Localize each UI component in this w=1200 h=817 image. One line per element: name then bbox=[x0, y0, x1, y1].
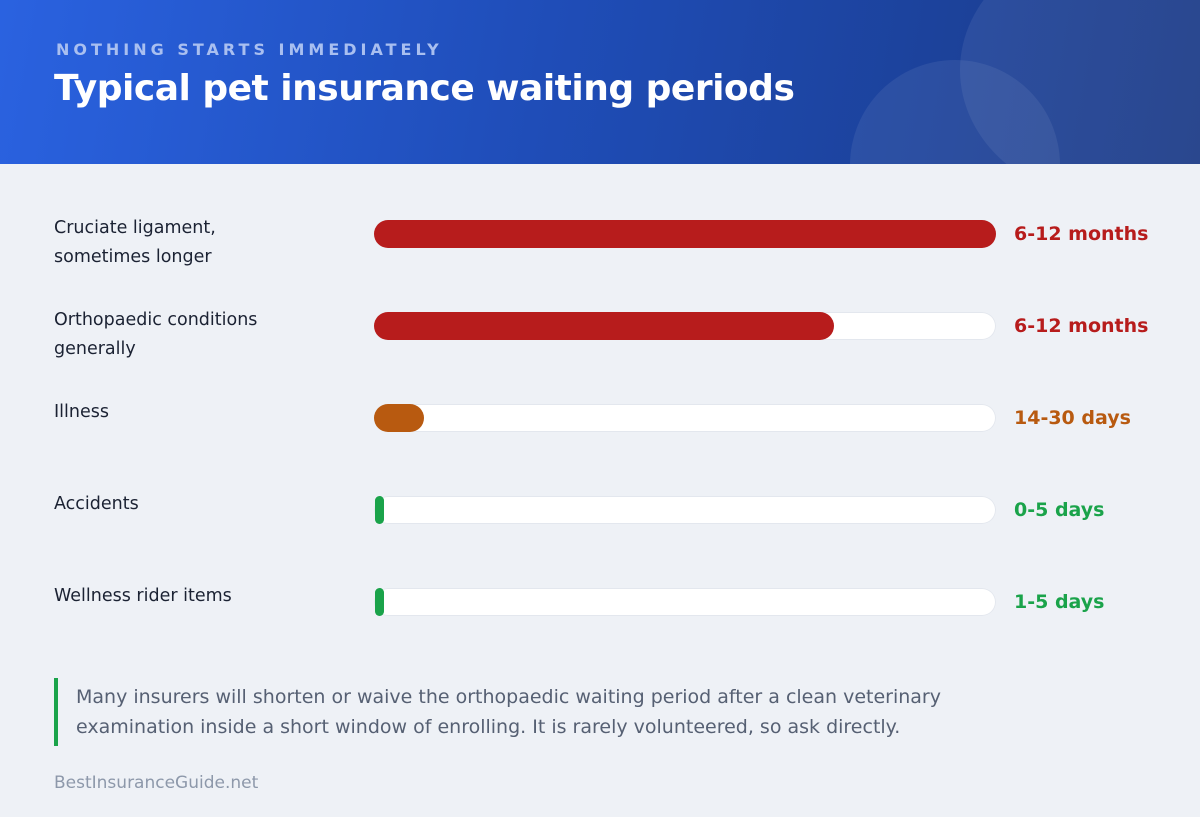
category-label: Wellness rider items bbox=[54, 582, 354, 611]
header-banner: NOTHING STARTS IMMEDIATELY Typical pet i… bbox=[0, 0, 1200, 164]
chart-row: Cruciate ligament, sometimes longer 6-12… bbox=[0, 218, 1200, 280]
bar-track bbox=[374, 220, 996, 248]
bar bbox=[375, 496, 384, 524]
category-label-line: Cruciate ligament, bbox=[54, 218, 216, 238]
site-brand: BestInsuranceGuide.net bbox=[54, 773, 259, 793]
value-label: 6-12 months bbox=[1014, 315, 1149, 337]
chart-row: Accidents 0-5 days bbox=[0, 494, 1200, 556]
decorative-circle bbox=[960, 0, 1200, 164]
category-label: Illness bbox=[54, 398, 354, 427]
bar-track bbox=[374, 496, 996, 524]
bar bbox=[375, 588, 384, 616]
value-label: 0-5 days bbox=[1014, 499, 1105, 521]
category-label: Accidents bbox=[54, 490, 354, 519]
bar-track bbox=[374, 404, 996, 432]
category-label-line: Wellness rider items bbox=[54, 586, 232, 606]
value-label: 6-12 months bbox=[1014, 223, 1149, 245]
value-label: 14-30 days bbox=[1014, 407, 1131, 429]
category-label-line: generally bbox=[54, 339, 136, 359]
note-text: Many insurers will shorten or waive the … bbox=[76, 686, 941, 738]
page-title: Typical pet insurance waiting periods bbox=[54, 68, 795, 109]
bar-track bbox=[374, 588, 996, 616]
category-label: Cruciate ligament, sometimes longer bbox=[54, 214, 354, 272]
bar bbox=[374, 312, 834, 340]
category-label-line: Orthopaedic conditions bbox=[54, 310, 258, 330]
kicker-text: NOTHING STARTS IMMEDIATELY bbox=[56, 40, 443, 59]
chart-row: Illness 14-30 days bbox=[0, 402, 1200, 464]
chart-row: Orthopaedic conditions generally 6-12 mo… bbox=[0, 310, 1200, 372]
chart-row: Wellness rider items 1-5 days bbox=[0, 586, 1200, 648]
category-label: Orthopaedic conditions generally bbox=[54, 306, 354, 364]
bar-track bbox=[374, 312, 996, 340]
callout-note: Many insurers will shorten or waive the … bbox=[54, 678, 954, 746]
bar bbox=[374, 404, 424, 432]
category-label-line: sometimes longer bbox=[54, 247, 212, 267]
category-label-line: Illness bbox=[54, 402, 109, 422]
bar bbox=[374, 220, 996, 248]
value-label: 1-5 days bbox=[1014, 591, 1105, 613]
category-label-line: Accidents bbox=[54, 494, 139, 514]
